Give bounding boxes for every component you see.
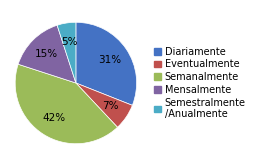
Text: 15%: 15%	[35, 49, 58, 59]
Wedge shape	[76, 22, 137, 105]
Wedge shape	[15, 64, 118, 144]
Text: 7%: 7%	[102, 101, 118, 111]
Wedge shape	[57, 22, 76, 83]
Text: 42%: 42%	[42, 113, 65, 123]
Text: 5%: 5%	[61, 37, 78, 47]
Wedge shape	[76, 83, 132, 127]
Legend: Diariamente, Eventualmente, Semanalmente, Mensalmente, Semestralmente
/Anualment: Diariamente, Eventualmente, Semanalmente…	[154, 47, 246, 119]
Text: 31%: 31%	[99, 55, 122, 65]
Wedge shape	[18, 25, 76, 83]
